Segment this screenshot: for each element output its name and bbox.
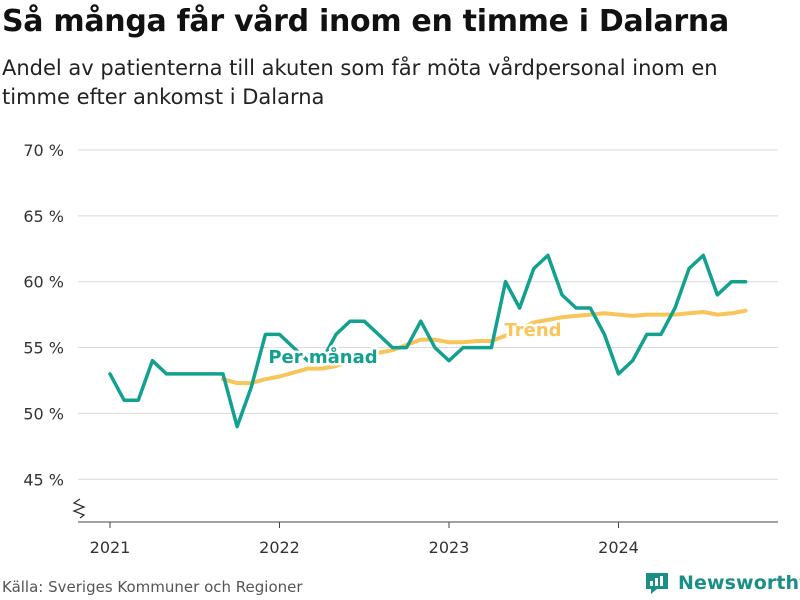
chart-title: Så många får vård inom en timme i Dalarn… [2,4,729,39]
x-tick-label: 2021 [90,538,131,557]
chart-subtitle: Andel av patienterna till akuten som får… [2,56,718,109]
x-tick-label: 2024 [598,538,639,557]
brand-name: Newsworthy [678,572,800,594]
y-tick-label: 55 % [23,339,64,358]
source-note: Källa: Sveriges Kommuner och Regioner [2,578,303,596]
y-tick-label: 60 % [23,273,64,292]
y-tick-label: 45 % [23,470,64,489]
series-label-per-manad: Per månad [268,346,377,368]
y-tick-label: 65 % [23,207,64,226]
series-line-trend [221,308,748,386]
x-tick-label: 2022 [259,538,300,557]
x-tick-label: 2023 [429,538,470,557]
y-tick-label: 70 % [23,141,64,160]
y-tick-label: 50 % [23,404,64,423]
axis-break-icon [72,498,86,519]
series-label-trend: Trend [504,320,561,341]
series-line-per-manad [108,253,748,429]
newsworthy-logo-icon [646,573,668,594]
brand-logo: Newsworthy [644,570,800,596]
